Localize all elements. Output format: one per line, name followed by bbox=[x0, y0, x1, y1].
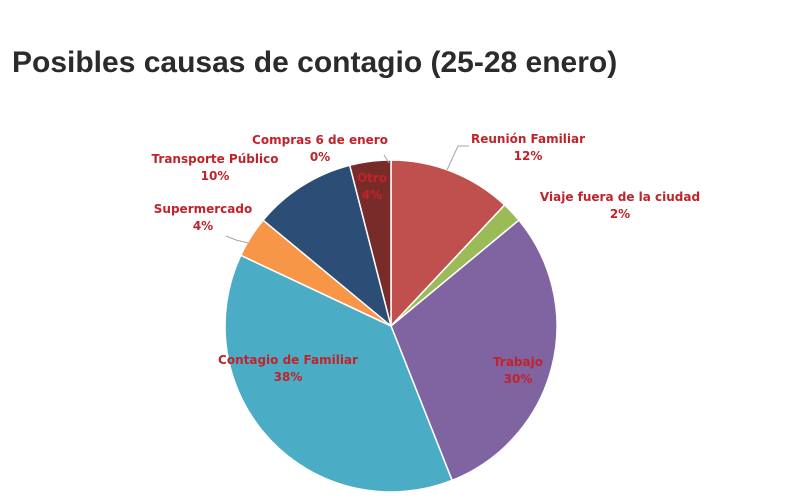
slice-label-viaje-fuera-de-la-ciudad: Viaje fuera de la ciudad 2% bbox=[540, 190, 700, 221]
leader-lines bbox=[225, 145, 469, 244]
page-title: Posibles causas de contagio (25-28 enero… bbox=[12, 46, 618, 79]
slice-label-percent: 4% bbox=[362, 188, 382, 202]
slice-label-percent: 10% bbox=[201, 169, 230, 183]
pie-slice-transporte-publico bbox=[262, 164, 393, 329]
slice-label-name: Supermercado bbox=[154, 202, 252, 216]
slice-label-name: Reunión Familiar bbox=[471, 132, 585, 146]
pie-slice-reunion-familiar bbox=[390, 159, 506, 328]
slice-label-percent: 4% bbox=[193, 219, 213, 233]
slice-label-name: Contagio de Familiar bbox=[218, 353, 358, 367]
slice-label-compras-6-de-enero: Compras 6 de enero 0% bbox=[252, 133, 388, 164]
slice-label-trabajo: Trabajo 30% bbox=[493, 355, 543, 386]
slice-label-name: Otro bbox=[357, 171, 387, 185]
slice-label-transporte-publico: Transporte Público 10% bbox=[152, 152, 279, 183]
slice-label-otro: Otro 4% bbox=[357, 171, 387, 202]
slice-label-contagio-de-familiar: Contagio de Familiar 38% bbox=[218, 353, 358, 384]
leader-line-compras-6-de-enero bbox=[383, 154, 390, 164]
slice-label-supermercado: Supermercado 4% bbox=[154, 202, 252, 233]
slice-label-percent: 12% bbox=[514, 149, 543, 163]
slice-label-name: Transporte Público bbox=[152, 152, 279, 166]
slice-label-name: Trabajo bbox=[493, 355, 543, 369]
slice-label-name: Compras 6 de enero bbox=[252, 133, 388, 147]
slice-label-percent: 2% bbox=[610, 207, 630, 221]
slice-label-name: Viaje fuera de la ciudad bbox=[540, 190, 700, 204]
leader-line-supermercado bbox=[225, 235, 249, 244]
pie-slice-trabajo bbox=[390, 219, 558, 482]
slice-label-reunion-familiar: Reunión Familiar 12% bbox=[471, 132, 585, 163]
pie-slice-contagio-de-familiar bbox=[224, 254, 454, 493]
slice-label-percent: 38% bbox=[274, 370, 303, 384]
leader-line-reunion-familiar bbox=[446, 145, 469, 171]
pie-slices bbox=[224, 159, 558, 493]
slice-label-percent: 30% bbox=[504, 372, 533, 386]
slice-label-percent: 0% bbox=[310, 150, 330, 164]
slice-labels: Reunión Familiar 12% Viaje fuera de la ciu… bbox=[152, 132, 701, 386]
pie-slice-otro bbox=[348, 159, 392, 327]
